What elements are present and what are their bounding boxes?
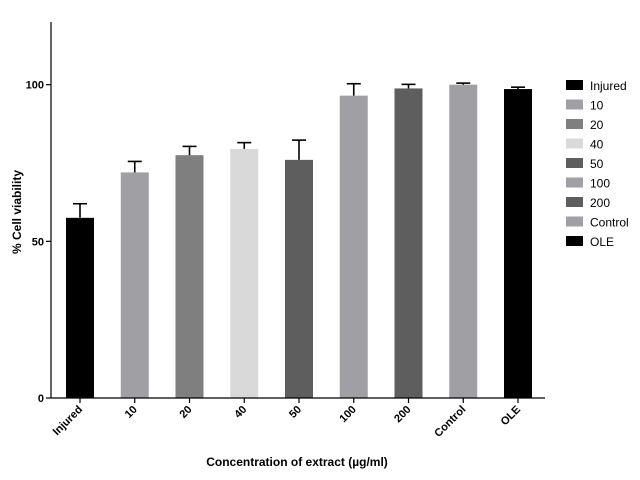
legend-swatch: [566, 236, 583, 246]
x-tick-label: 20: [177, 404, 194, 421]
bar-50: [285, 159, 313, 398]
x-axis-title: Concentration of extract (µg/ml): [206, 455, 388, 469]
legend-swatch: [566, 138, 583, 149]
bar-10: [120, 172, 149, 398]
bar-100: [339, 95, 368, 398]
x-tick-label: OLE: [499, 404, 523, 428]
legend-swatch: [566, 177, 583, 188]
bar-ole: [504, 89, 532, 398]
y-ticks-group: 0 50 100: [26, 80, 51, 405]
legend-label: 100: [590, 177, 610, 191]
bar-control: [449, 84, 478, 399]
y-tick-label: 100: [26, 80, 44, 92]
legend-label: 20: [590, 118, 604, 132]
legend-label: 200: [590, 196, 610, 210]
x-tick-label: Control: [432, 404, 468, 440]
legend: Injured 10 20 40 50 100 200 Control OLE: [566, 79, 629, 249]
bar-200: [394, 88, 423, 398]
legend-label: 40: [590, 138, 604, 152]
x-tick-label: 100: [337, 404, 358, 425]
y-tick-label: 0: [38, 393, 44, 405]
x-tick-label: 200: [392, 404, 413, 425]
legend-swatch: [566, 216, 583, 227]
legend-label: Control: [590, 216, 629, 230]
x-ticks-group: Injured 10 20 40 50 100 200 Control OLE: [51, 398, 523, 440]
legend-label: 10: [590, 99, 604, 113]
legend-swatch: [566, 99, 583, 110]
bars-group: [66, 84, 532, 399]
x-tick-label: 10: [123, 404, 140, 421]
legend-label: Injured: [590, 79, 627, 93]
legend-swatch: [566, 197, 583, 207]
legend-swatch: [566, 158, 583, 168]
bar-20: [175, 155, 204, 398]
x-tick-label: 40: [232, 404, 249, 421]
legend-swatch: [566, 119, 583, 129]
legend-label: 50: [590, 157, 604, 171]
x-tick-label: 50: [287, 404, 304, 421]
bar-injured: [66, 217, 94, 398]
legend-swatch: [566, 80, 583, 90]
error-bars-group: [73, 82, 525, 218]
y-axis-title: % Cell viability: [10, 170, 24, 254]
y-tick-label: 50: [32, 236, 44, 248]
bar-40: [230, 148, 259, 398]
x-tick-label: Injured: [51, 404, 85, 438]
legend-label: OLE: [590, 235, 614, 249]
